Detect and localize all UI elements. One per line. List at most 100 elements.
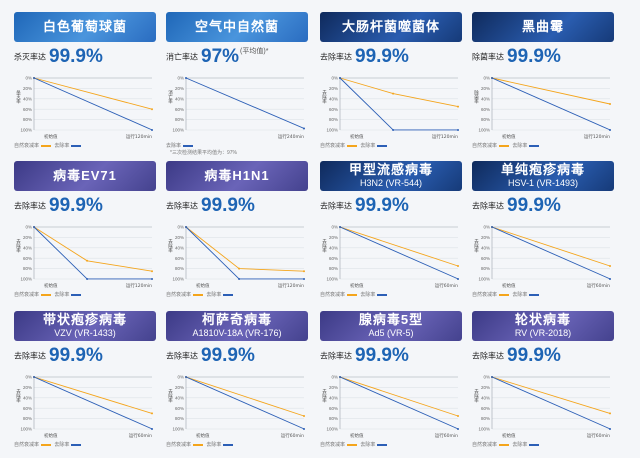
legend-swatch-blue <box>529 443 540 446</box>
rate-label: 去除率达 <box>14 201 46 211</box>
data-point <box>609 128 611 131</box>
legend-label-removal: 去除率 <box>166 143 182 149</box>
legend-swatch-blue <box>71 144 82 147</box>
legend-label-removal: 去除率 <box>360 143 376 149</box>
orange-series-line <box>339 77 459 108</box>
chart-legend: 自然衰减率 去除率 <box>14 441 156 449</box>
blue-series-line <box>33 376 153 430</box>
legend-swatch-orange <box>347 293 358 296</box>
chart-legend: 自然衰减率 去除率 <box>320 142 462 150</box>
y-axis-label: 去除率 <box>474 238 479 254</box>
y-tick-label: 60% <box>175 107 184 112</box>
y-tick-label: 100% <box>172 128 184 133</box>
result-card: 病毒EV71 去除率达 99.9% 0% 20% 40% 60% 80% 100% 去除率 初始值运… <box>14 161 156 299</box>
rate-value: 99.9% <box>49 46 103 67</box>
pathogen-title: 白色葡萄球菌 <box>42 19 127 34</box>
data-point <box>457 105 459 108</box>
y-tick-label: 60% <box>23 406 32 411</box>
y-tick-label: 100% <box>326 277 338 282</box>
data-point <box>151 128 153 131</box>
rate-label: 去除率达 <box>166 201 198 211</box>
rate-chart: 0% 20% 40% 60% 80% 100% 去除率 初始值 运行60min <box>166 373 308 441</box>
orange-series-line <box>339 376 459 417</box>
y-tick-label: 0% <box>483 76 490 81</box>
orange-series-line <box>185 376 305 417</box>
blue-series-line <box>185 376 305 430</box>
y-tick-label: 100% <box>478 128 490 133</box>
x-end-label: 运行60min <box>281 432 304 439</box>
legend-label-removal: 去除率 <box>512 143 528 149</box>
pathogen-title: 病毒H1N1 <box>204 168 270 183</box>
y-tick-label: 60% <box>23 107 32 112</box>
data-point <box>339 376 341 378</box>
result-card: 腺病毒5型 Ad5 (VR-5) 去除率达 99.9% 0% 20% 40% 60% 80% 10… <box>320 311 462 449</box>
chart-legend: 自然衰减率 去除率 <box>166 291 308 299</box>
pathogen-title: 大肠杆菌噬菌体 <box>341 19 440 34</box>
y-tick-label: 80% <box>23 416 32 421</box>
x-end-label: 运行60min <box>435 432 458 439</box>
chart-legend: 自然衰减率 去除率 <box>14 291 156 299</box>
rate-chart: 0% 20% 40% 60% 80% 100% 去除率 初始值 运行60min <box>472 223 614 291</box>
y-axis-label: 去除率 <box>474 388 479 404</box>
y-tick-label: 20% <box>175 385 184 390</box>
card-banner: 腺病毒5型 Ad5 (VR-5) <box>320 311 462 341</box>
legend-label-removal: 去除率 <box>360 442 376 448</box>
rate-label: 去除率达 <box>320 201 352 211</box>
y-axis-label: 去除率 <box>322 238 327 254</box>
data-point <box>609 427 611 430</box>
orange-series-line <box>185 226 305 272</box>
y-tick-label: 0% <box>25 76 32 81</box>
y-tick-label: 80% <box>329 117 338 122</box>
legend-swatch-orange <box>499 443 510 446</box>
y-tick-label: 80% <box>329 266 338 271</box>
legend-swatch-blue <box>71 293 82 296</box>
y-tick-label: 60% <box>175 406 184 411</box>
y-tick-label: 80% <box>23 117 32 122</box>
x-end-label: 运行120min <box>432 133 458 140</box>
data-point <box>392 92 395 95</box>
card-banner: 甲型流感病毒 H3N2 (VR-544) <box>320 161 462 191</box>
x-start-label: 初始值 <box>196 432 210 439</box>
y-tick-label: 20% <box>23 235 32 240</box>
y-tick-label: 0% <box>177 375 184 380</box>
pathogen-strain: Ad5 (VR-5) <box>368 328 414 338</box>
legend-swatch-orange <box>41 144 52 147</box>
y-tick-label: 80% <box>175 416 184 421</box>
y-tick-label: 40% <box>23 245 32 250</box>
y-tick-label: 80% <box>481 266 490 271</box>
rate-chart: 0% 20% 40% 60% 80% 100% 去除率 初始值 运行60min <box>14 373 156 441</box>
y-axis-label: 消亡率 <box>168 89 173 105</box>
x-start-label: 初始值 <box>350 432 364 439</box>
data-point <box>609 103 611 105</box>
y-axis-label: 去除率 <box>16 238 21 254</box>
orange-series-line <box>491 226 611 267</box>
data-point <box>33 77 35 79</box>
removal-rate: 消亡率达 97%(平均值)* <box>166 46 268 68</box>
x-start-label: 初始值 <box>44 133 58 140</box>
blue-series-line <box>185 226 304 280</box>
data-point <box>86 259 89 262</box>
y-tick-label: 40% <box>329 96 338 101</box>
y-tick-label: 0% <box>25 375 32 380</box>
rate-label: 杀灭率达 <box>14 52 46 62</box>
pathogen-title: 带状疱疹病毒 <box>42 312 127 327</box>
rate-value: 99.9% <box>507 195 561 216</box>
y-tick-label: 80% <box>329 416 338 421</box>
card-banner: 病毒EV71 <box>14 161 156 191</box>
chart-legend: 自然衰减率 去除率 <box>320 291 462 299</box>
blue-series-line <box>339 376 459 430</box>
y-tick-label: 80% <box>481 117 490 122</box>
rate-value: 99.9% <box>507 46 561 67</box>
rate-value: 99.9% <box>355 46 409 67</box>
y-tick-label: 20% <box>481 235 490 240</box>
rate-chart: 0% 20% 40% 60% 80% 100% 消亡率 运行240min <box>166 74 308 142</box>
pathogen-strain: VZV (VR-1433) <box>54 328 116 338</box>
y-tick-label: 40% <box>175 245 184 250</box>
y-tick-label: 0% <box>331 225 338 230</box>
y-axis-label: 去除率 <box>16 388 21 404</box>
legend-swatch-blue <box>529 293 540 296</box>
